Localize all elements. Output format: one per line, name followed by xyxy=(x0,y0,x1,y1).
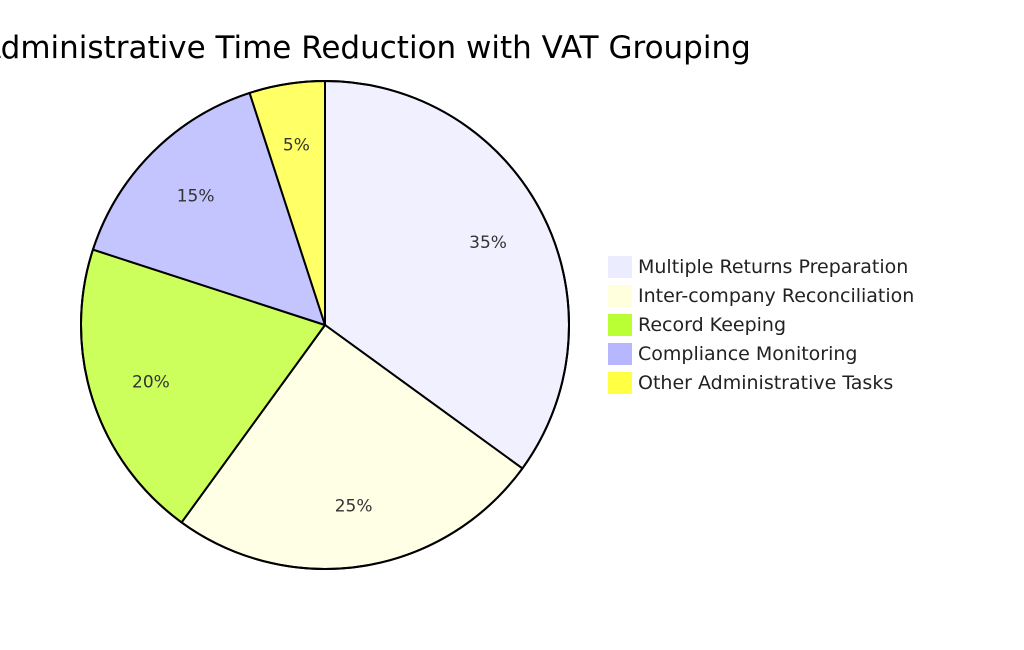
legend-swatch xyxy=(608,371,632,394)
legend-swatch xyxy=(608,255,632,278)
legend-label: Other Administrative Tasks xyxy=(638,371,894,394)
slice-label-5: 5% xyxy=(283,135,310,155)
legend-label: Record Keeping xyxy=(638,313,787,336)
legend-item: Compliance Monitoring xyxy=(608,339,914,368)
slice-label-3: 20% xyxy=(132,373,170,393)
pie-outline xyxy=(80,80,570,570)
legend-item: Inter-company Reconciliation xyxy=(608,281,914,310)
legend-item: Multiple Returns Preparation xyxy=(608,252,914,281)
legend-label: Multiple Returns Preparation xyxy=(638,255,909,278)
legend-item: Other Administrative Tasks xyxy=(608,368,914,397)
legend-label: Inter-company Reconciliation xyxy=(638,284,915,307)
chart-title: Administrative Time Reduction with VAT G… xyxy=(0,30,751,66)
legend-swatch xyxy=(608,342,632,365)
legend-item: Record Keeping xyxy=(608,310,914,339)
slice-label-4: 15% xyxy=(177,187,215,207)
slice-label-2: 25% xyxy=(335,497,373,517)
legend-swatch xyxy=(608,284,632,307)
slice-label-1: 35% xyxy=(469,233,507,253)
legend: Multiple Returns Preparation Inter-compan… xyxy=(608,252,914,397)
legend-swatch xyxy=(608,313,632,336)
legend-label: Compliance Monitoring xyxy=(638,342,858,365)
